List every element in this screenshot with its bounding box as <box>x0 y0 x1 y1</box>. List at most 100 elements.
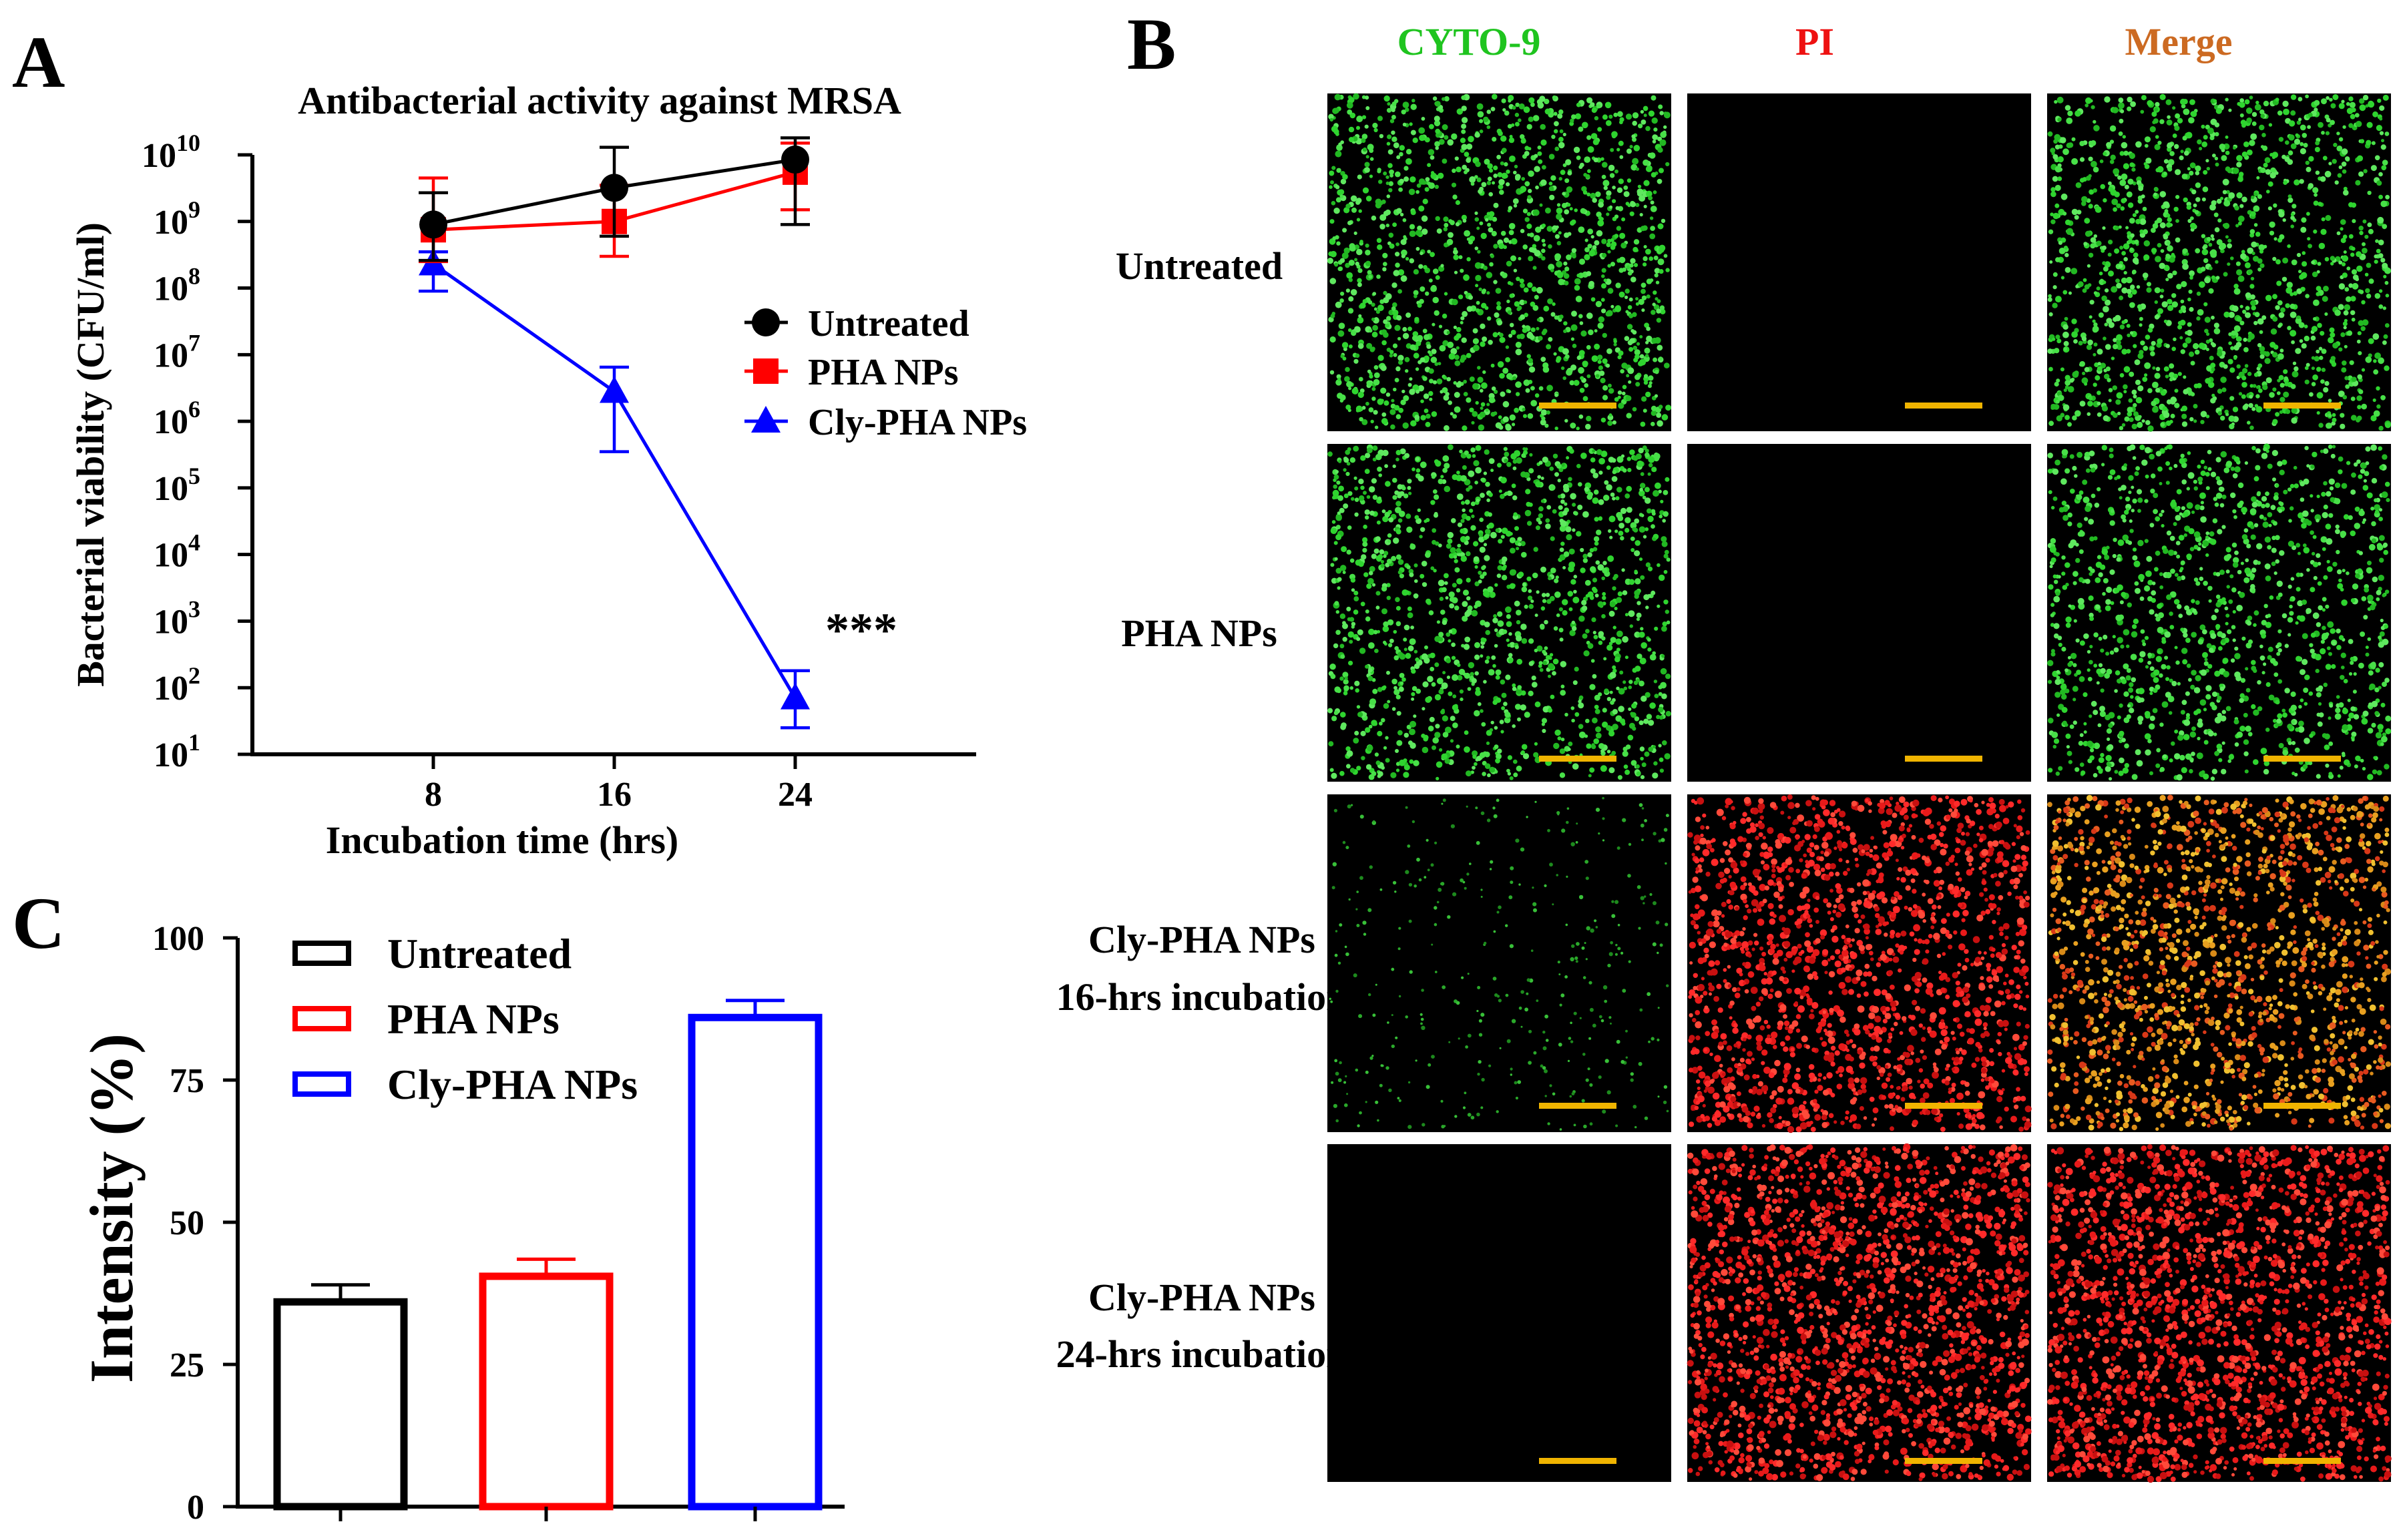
cell-dot <box>2123 270 2127 275</box>
cell-dot <box>1413 269 1419 275</box>
y-tick-label: 106 <box>154 396 200 441</box>
cell-dot <box>2259 124 2265 131</box>
cell-dot <box>2316 366 2322 372</box>
cell-dot <box>1483 680 1487 684</box>
legend-marker <box>753 358 779 384</box>
cell-dot <box>1563 486 1570 493</box>
cell-dot <box>2172 106 2176 110</box>
cell-dot <box>2174 389 2179 393</box>
cell-dot <box>1570 493 1576 500</box>
cell-dot <box>1541 256 1546 261</box>
cell-dot <box>1598 499 1604 505</box>
cell-dot <box>2321 217 2326 222</box>
cell-dot <box>1474 565 1478 569</box>
cell-dot <box>1377 399 1384 405</box>
cell-dot <box>1641 762 1647 768</box>
cell-dot <box>1630 760 1637 766</box>
cell-dot <box>1575 296 1582 302</box>
cell-dot <box>1665 674 1671 680</box>
cell-dot <box>2205 348 2209 351</box>
cell-dot <box>2054 678 2061 686</box>
cell-dot <box>1531 286 1537 292</box>
cell-dot <box>1585 423 1591 430</box>
cell-dot <box>1328 113 1334 120</box>
cell-dot <box>1607 555 1614 562</box>
cell-dot <box>1618 178 1624 184</box>
cell-dot <box>1504 110 1510 116</box>
cell-dot <box>2047 297 2052 302</box>
cell-dot <box>1630 201 1636 208</box>
cell-dot <box>2054 296 2062 303</box>
cell-dot <box>1537 151 1542 156</box>
cell-dot <box>1357 712 1363 718</box>
cell-dot <box>2366 293 2372 299</box>
cell-dot <box>2203 170 2208 175</box>
cell-dot <box>1428 182 1436 189</box>
cell-dot <box>2189 351 2195 357</box>
cell-dot <box>1341 252 1349 259</box>
cell-dot <box>1619 718 1626 724</box>
cell-dot <box>1474 175 1478 179</box>
cell-dot <box>1377 771 1383 777</box>
cell-dot <box>1528 690 1534 697</box>
cell-dot <box>2200 411 2207 418</box>
cell-dot <box>2131 631 2138 638</box>
cell-dot <box>2180 299 2185 304</box>
cell-dot <box>1451 656 1456 660</box>
cell-dot <box>1469 407 1474 413</box>
cell-dot <box>1483 543 1488 547</box>
cell-dot <box>1442 619 1448 625</box>
cell-dot <box>1493 280 1498 284</box>
cell-dot <box>1652 140 1657 144</box>
cell-dot <box>1625 113 1632 120</box>
cell-dot <box>1520 228 1525 234</box>
cell-dot <box>2143 254 2150 261</box>
micrograph-tile <box>1687 93 2031 431</box>
cell-dot <box>1608 515 1616 523</box>
cell-dot <box>1657 344 1663 351</box>
cell-dot <box>2154 314 2160 320</box>
cell-dot <box>2302 659 2308 666</box>
cell-dot <box>1615 496 1620 501</box>
cell-dot <box>1476 177 1482 182</box>
cell-dot <box>2279 397 2285 403</box>
cell-dot <box>2314 107 2318 112</box>
cell-dot <box>1479 517 1484 522</box>
cell-dot <box>2086 176 2091 181</box>
cell-dot <box>1555 225 1559 229</box>
cell-dot <box>1590 468 1596 474</box>
cell-dot <box>1399 212 1404 217</box>
cell-dot <box>2140 340 2145 346</box>
cell-dot <box>1630 548 1635 552</box>
cell-dot <box>1409 258 1415 264</box>
cell-dot <box>1409 728 1415 736</box>
cell-dot <box>2072 415 2077 421</box>
cell-dot <box>1538 513 1544 519</box>
cell-dot <box>2312 271 2318 278</box>
cell-dot <box>1638 513 1643 517</box>
cell-dot <box>2381 165 2387 171</box>
cell-dot <box>2167 142 2173 148</box>
cell-dot <box>1645 391 1651 398</box>
cell-dot <box>1609 535 1613 539</box>
cell-dot <box>1337 330 1345 337</box>
cell-dot <box>2343 186 2348 191</box>
cell-dot <box>2264 351 2270 357</box>
cell-dot <box>2107 744 2114 750</box>
cell-dot <box>1578 366 1584 374</box>
cell-dot <box>1593 489 1599 495</box>
cell-dot <box>1563 273 1570 279</box>
cell-dot <box>1458 294 1464 300</box>
cell-dot <box>2231 542 2237 548</box>
cell-dot <box>2284 644 2289 648</box>
cell-dot <box>2133 344 2137 348</box>
cell-dot <box>2193 342 2199 350</box>
cell-dot <box>1514 526 1519 531</box>
cell-dot <box>1345 288 1350 293</box>
cell-dot <box>1612 497 1616 501</box>
cell-dot <box>1554 472 1559 477</box>
cell-dot <box>1409 230 1416 237</box>
cell-dot <box>1578 702 1584 709</box>
cell-dot <box>1538 386 1544 391</box>
cell-dot <box>2182 263 2189 270</box>
